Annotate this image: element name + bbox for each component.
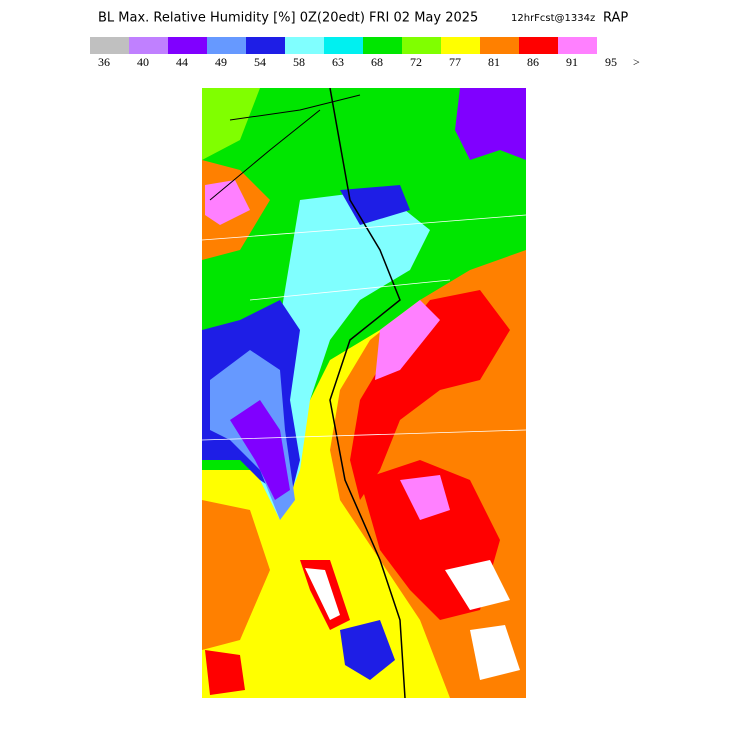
legend-label: 36 <box>98 55 110 69</box>
legend-swatch <box>90 37 129 54</box>
legend-label: 72 <box>410 55 422 69</box>
legend-label: 77 <box>449 55 461 69</box>
field-purple <box>230 400 290 500</box>
legend-swatch <box>324 37 363 54</box>
legend-label: > <box>633 55 640 69</box>
field-white <box>470 625 520 680</box>
legend-label: 40 <box>137 55 149 69</box>
legend-label: 63 <box>332 55 344 69</box>
legend-label: 49 <box>215 55 227 69</box>
legend-swatch <box>558 37 597 54</box>
field-lightcyan <box>260 190 430 520</box>
field-white <box>305 568 340 620</box>
field-blue <box>340 620 395 680</box>
field-pink <box>400 475 450 520</box>
legend-swatch <box>207 37 246 54</box>
legend-label: 86 <box>527 55 539 69</box>
contour <box>209 94 361 201</box>
legend-swatch <box>246 37 285 54</box>
legend-swatch <box>363 37 402 54</box>
legend-label: 68 <box>371 55 383 69</box>
state-border <box>202 214 526 441</box>
legend-label: 81 <box>488 55 500 69</box>
legend-swatch <box>402 37 441 54</box>
field-blue <box>340 185 410 225</box>
map-title: BL Max. Relative Humidity [%] 0Z(20edt) … <box>98 11 478 26</box>
legend-label: 58 <box>293 55 305 69</box>
field-pink <box>375 300 440 380</box>
field-red <box>205 650 245 695</box>
field-purple <box>455 88 526 160</box>
legend-swatch <box>168 37 207 54</box>
legend-swatch <box>129 37 168 54</box>
forecast-time: 12hrFcst@1334z <box>511 13 595 24</box>
map-field <box>202 88 526 698</box>
model-name: RAP <box>603 11 628 26</box>
legend-label: 95 <box>605 55 617 69</box>
legend-label: 91 <box>566 55 578 69</box>
field-yellowgreen <box>202 88 260 160</box>
field-pink <box>205 180 250 225</box>
legend-swatch <box>519 37 558 54</box>
legend-swatch <box>441 37 480 54</box>
legend: 36 40 44 49 54 58 63 68 72 77 81 86 91 95 > <box>90 37 640 69</box>
legend-swatch <box>480 37 519 54</box>
coastline <box>329 88 406 698</box>
field-red <box>350 290 510 500</box>
legend-label: 44 <box>176 55 188 69</box>
legend-swatch <box>285 37 324 54</box>
field-white <box>445 560 510 610</box>
legend-label: 54 <box>254 55 266 69</box>
field-orange <box>202 500 270 650</box>
